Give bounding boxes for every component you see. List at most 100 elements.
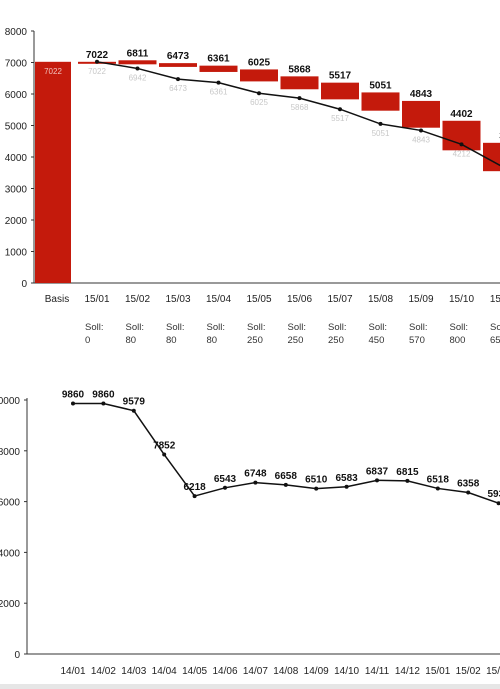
waterfall-bar bbox=[280, 76, 319, 90]
soll-label: Soll: bbox=[207, 322, 225, 333]
x-tick-label: 14/08 bbox=[273, 666, 298, 677]
line-chart: 0 2000 4000 6000 8000 10000 14/01 14/02 14/03 14/… bbox=[0, 390, 500, 677]
x-tick-label: 15/10 bbox=[449, 294, 474, 305]
line-point bbox=[314, 486, 319, 491]
line-point bbox=[257, 91, 261, 96]
x-tick-label: 15/03 bbox=[486, 666, 500, 677]
line-point bbox=[192, 494, 197, 499]
grey-value-label: 6473 bbox=[169, 84, 187, 93]
top-value-label: 4402 bbox=[450, 109, 473, 120]
y-tick-label: 10000 bbox=[0, 396, 20, 407]
y-tick-label: 6000 bbox=[0, 498, 20, 509]
y-tick-label: 5000 bbox=[5, 122, 28, 133]
data-label: 9860 bbox=[92, 390, 115, 401]
waterfall-bar bbox=[402, 100, 440, 128]
x-tick-label: 15/11 bbox=[490, 294, 500, 305]
x-tick-label: 14/05 bbox=[182, 666, 207, 677]
soll-value: 0 bbox=[85, 335, 90, 346]
x-tick-label: 14/12 bbox=[395, 666, 420, 677]
line-point bbox=[223, 485, 227, 490]
x-tick-label: 14/04 bbox=[152, 666, 177, 677]
line-point bbox=[176, 77, 180, 82]
line-point bbox=[101, 401, 106, 406]
top-value-label: 6811 bbox=[127, 48, 149, 59]
bottom-divider bbox=[0, 684, 500, 689]
line-point bbox=[135, 66, 140, 71]
grey-value-label: 7022 bbox=[88, 67, 106, 76]
data-label: 6543 bbox=[214, 474, 237, 485]
line-point bbox=[375, 478, 379, 483]
soll-value: 65 bbox=[490, 335, 500, 346]
soll-label: Soll: bbox=[126, 322, 144, 333]
x-tick-label: 15/03 bbox=[165, 294, 190, 305]
data-label: 6815 bbox=[396, 467, 419, 478]
data-label: 6510 bbox=[305, 475, 328, 486]
x-tick-label: 15/02 bbox=[456, 666, 481, 677]
data-label: 6583 bbox=[335, 473, 358, 484]
waterfall-bar bbox=[361, 92, 400, 111]
waterfall-bar bbox=[159, 63, 197, 67]
y-tick-label: 0 bbox=[14, 650, 20, 661]
data-label: 5936 bbox=[487, 489, 500, 500]
waterfall-bar bbox=[321, 82, 359, 100]
soll-value: 450 bbox=[369, 335, 385, 346]
soll-value: 80 bbox=[126, 335, 137, 346]
line-point bbox=[338, 107, 342, 112]
x-tick-label: 14/01 bbox=[60, 666, 85, 677]
data-label: 6358 bbox=[457, 479, 480, 490]
top-value-label: 7022 bbox=[86, 50, 109, 61]
line-point bbox=[459, 142, 464, 147]
basis-bar bbox=[35, 61, 71, 283]
line-point bbox=[283, 482, 288, 487]
line-point bbox=[419, 128, 423, 133]
line-point bbox=[466, 490, 471, 495]
x-tick-label: 15/01 bbox=[84, 294, 109, 305]
data-label: 6837 bbox=[366, 466, 389, 477]
top-value-label: 6361 bbox=[207, 54, 230, 65]
x-tick-label: 14/07 bbox=[243, 666, 268, 677]
data-label: 7852 bbox=[153, 441, 176, 452]
y-tick-label: 4000 bbox=[0, 548, 20, 559]
y-tick-label: 2000 bbox=[0, 599, 20, 610]
grey-value-label: 6361 bbox=[210, 88, 228, 97]
grey-value-label: 4843 bbox=[412, 135, 430, 144]
data-label: 6748 bbox=[244, 469, 267, 480]
grey-value-label: 4212 bbox=[453, 149, 471, 158]
grey-value-label: 5051 bbox=[372, 129, 390, 138]
y-tick-label: 1000 bbox=[5, 248, 28, 259]
data-label: 6518 bbox=[427, 474, 450, 485]
x-tick-label: 14/06 bbox=[212, 666, 237, 677]
soll-value: 250 bbox=[288, 335, 304, 346]
line-point bbox=[162, 452, 167, 457]
line-point bbox=[405, 478, 410, 483]
x-tick-label: 14/10 bbox=[334, 666, 359, 677]
line-point bbox=[95, 59, 99, 64]
x-tick-label: 15/07 bbox=[327, 294, 352, 305]
soll-label: Soll: bbox=[450, 322, 468, 333]
top-value-label: 5868 bbox=[288, 64, 311, 75]
soll-value: 800 bbox=[450, 335, 466, 346]
y-tick-label: 4000 bbox=[5, 153, 28, 164]
x-tick-label: 15/04 bbox=[206, 294, 231, 305]
soll-label: Soll: bbox=[85, 322, 103, 333]
waterfall-bar bbox=[199, 65, 238, 72]
x-tick-label: 15/02 bbox=[125, 294, 150, 305]
soll-label: Soll: bbox=[409, 322, 427, 333]
soll-label: Soll: bbox=[369, 322, 387, 333]
grey-value-label: 6025 bbox=[250, 98, 268, 107]
soll-label: Soll: bbox=[288, 322, 306, 333]
y-tick-label: 6000 bbox=[5, 90, 28, 101]
soll-label: Soll: bbox=[247, 322, 265, 333]
series-line bbox=[73, 402, 499, 504]
soll-label: So bbox=[490, 322, 500, 333]
waterfall-chart: 0100020003000400050006000700080007022Bas… bbox=[5, 27, 500, 346]
y-tick-label: 3000 bbox=[5, 185, 28, 196]
x-tick-label: Basis bbox=[45, 294, 69, 305]
line-point bbox=[496, 501, 500, 506]
x-tick-label: 15/08 bbox=[368, 294, 393, 305]
soll-label: Soll: bbox=[166, 322, 184, 333]
soll-value: 250 bbox=[247, 335, 263, 346]
line-point bbox=[378, 121, 383, 126]
top-value-label: 4843 bbox=[410, 89, 433, 100]
soll-value: 80 bbox=[207, 335, 218, 346]
